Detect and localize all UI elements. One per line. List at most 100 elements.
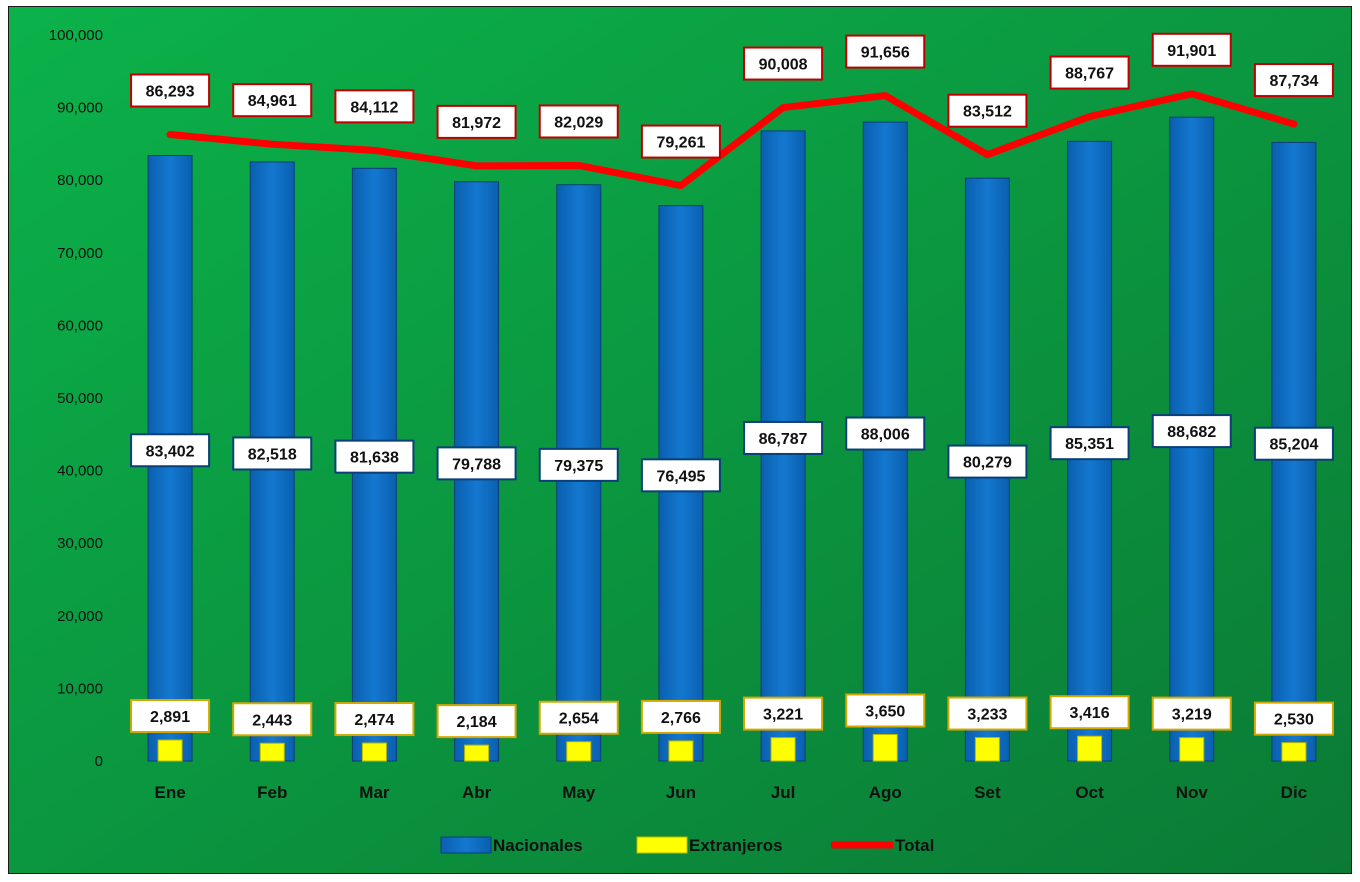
label-nacionales-text: 83,402 [146, 443, 195, 460]
label-total-box [334, 89, 415, 124]
label-nacionales-box [845, 416, 926, 451]
label-total-box [1151, 32, 1232, 67]
label-extranjeros-text: 2,530 [1274, 712, 1314, 729]
legend-label-nacionales: Nacionales [493, 836, 583, 855]
bar-extranjeros [872, 734, 898, 762]
label-extranjeros-box [232, 702, 313, 737]
y-tick-label: 40,000 [57, 463, 103, 480]
line-total [166, 90, 1298, 190]
label-extranjeros: 2,474 [334, 702, 415, 737]
bar-extranjeros [464, 744, 490, 762]
label-nacionales: 79,788 [436, 446, 517, 481]
label-extranjeros: 3,233 [947, 696, 1028, 731]
label-extranjeros: 2,184 [436, 704, 517, 739]
label-nacionales-text: 82,518 [248, 446, 297, 463]
label-nacionales-text: 85,351 [1065, 436, 1114, 453]
y-tick-label: 20,000 [57, 608, 103, 625]
y-axis: 0 10,000 20,000 30,000 40,000 50,000 60,000 70,… [49, 27, 103, 770]
label-extranjeros: 2,443 [232, 702, 313, 737]
label-nacionales-box [334, 439, 415, 474]
label-total-text: 87,734 [1269, 73, 1318, 90]
label-extranjeros-text: 3,233 [967, 707, 1007, 724]
bar-extranjeros [157, 739, 183, 762]
x-tick-label: Ago [869, 783, 902, 802]
label-nacionales: 85,351 [1049, 426, 1130, 461]
label-extranjeros-box [1253, 701, 1334, 736]
bar-extranjeros [770, 737, 796, 762]
bar-extranjeros [1281, 742, 1307, 762]
label-total-box [538, 104, 619, 139]
line-layer [166, 90, 1298, 190]
label-extranjeros: 2,654 [538, 700, 619, 735]
label-nacionales: 83,402 [130, 433, 211, 468]
label-total: 84,961 [232, 83, 313, 118]
label-extranjeros-text: 2,766 [661, 710, 701, 727]
y-tick-label: 90,000 [57, 100, 103, 117]
label-total: 90,008 [743, 46, 824, 81]
label-nacionales-box [538, 447, 619, 482]
bar-extranjeros [668, 740, 694, 762]
label-nacionales-text: 88,006 [861, 427, 910, 444]
label-extranjeros-box [130, 699, 211, 734]
x-tick-label: Nov [1176, 783, 1209, 802]
bar-extranjeros [566, 741, 592, 762]
label-total: 86,293 [130, 73, 211, 108]
label-extranjeros-text: 2,184 [457, 714, 497, 731]
label-extranjeros-text: 3,221 [763, 707, 803, 724]
label-total-box [130, 73, 211, 108]
label-total-box [743, 46, 824, 81]
label-total-text: 84,112 [350, 99, 398, 116]
label-nacionales-box [947, 444, 1028, 479]
label-nacionales: 80,279 [947, 444, 1028, 479]
label-extranjeros-text: 2,474 [354, 712, 394, 729]
x-tick-label: May [562, 783, 596, 802]
label-nacionales-box [436, 446, 517, 481]
label-total-box [845, 34, 926, 69]
label-nacionales: 88,006 [845, 416, 926, 451]
x-tick-label: Jul [771, 783, 796, 802]
label-extranjeros-box [1151, 696, 1232, 731]
bar-extranjeros [259, 742, 285, 762]
label-extranjeros-box [538, 700, 619, 735]
label-nacionales-text: 81,638 [350, 450, 399, 467]
label-nacionales: 85,204 [1253, 426, 1334, 461]
label-extranjeros-box [743, 696, 824, 731]
label-total: 82,029 [538, 104, 619, 139]
label-total-text: 79,261 [656, 135, 705, 152]
label-extranjeros: 3,650 [845, 693, 926, 728]
labels-layer: 83,402 82,518 81,638 79,788 79,375 76,495 86,7… [130, 32, 1334, 739]
legend-label-total: Total [895, 836, 934, 855]
y-tick-label: 50,000 [57, 390, 103, 407]
bar-extranjeros [361, 742, 387, 762]
label-extranjeros: 3,416 [1049, 695, 1130, 730]
label-nacionales-box [1151, 414, 1232, 449]
label-extranjeros-box [947, 696, 1028, 731]
label-extranjeros-box [334, 702, 415, 737]
label-extranjeros: 3,221 [743, 696, 824, 731]
label-nacionales-box [130, 433, 211, 468]
label-total-text: 81,972 [452, 115, 501, 132]
label-total: 83,512 [947, 93, 1028, 128]
label-nacionales: 82,518 [232, 436, 313, 471]
label-extranjeros-text: 2,891 [150, 709, 190, 726]
label-total-box [1049, 55, 1130, 90]
label-nacionales: 79,375 [538, 447, 619, 482]
label-nacionales-box [232, 436, 313, 471]
x-tick-label: Ene [154, 783, 185, 802]
label-total: 79,261 [640, 124, 721, 159]
label-total: 81,972 [436, 104, 517, 139]
label-extranjeros-text: 3,650 [865, 704, 905, 721]
label-extranjeros: 2,891 [130, 699, 211, 734]
label-total: 88,767 [1049, 55, 1130, 90]
bar-extranjeros [974, 737, 1000, 762]
label-total: 87,734 [1253, 63, 1334, 98]
label-total-text: 88,767 [1065, 66, 1114, 83]
x-tick-label: Feb [257, 783, 287, 802]
label-extranjeros-text: 3,219 [1172, 707, 1212, 724]
label-total-text: 91,656 [861, 45, 910, 62]
label-nacionales: 76,495 [640, 458, 721, 493]
x-tick-label: Oct [1075, 783, 1104, 802]
legend-swatch-nacionales [440, 836, 492, 854]
chart-frame: 0 10,000 20,000 30,000 40,000 50,000 60,000 70,… [8, 6, 1352, 874]
x-tick-label: Abr [462, 783, 492, 802]
